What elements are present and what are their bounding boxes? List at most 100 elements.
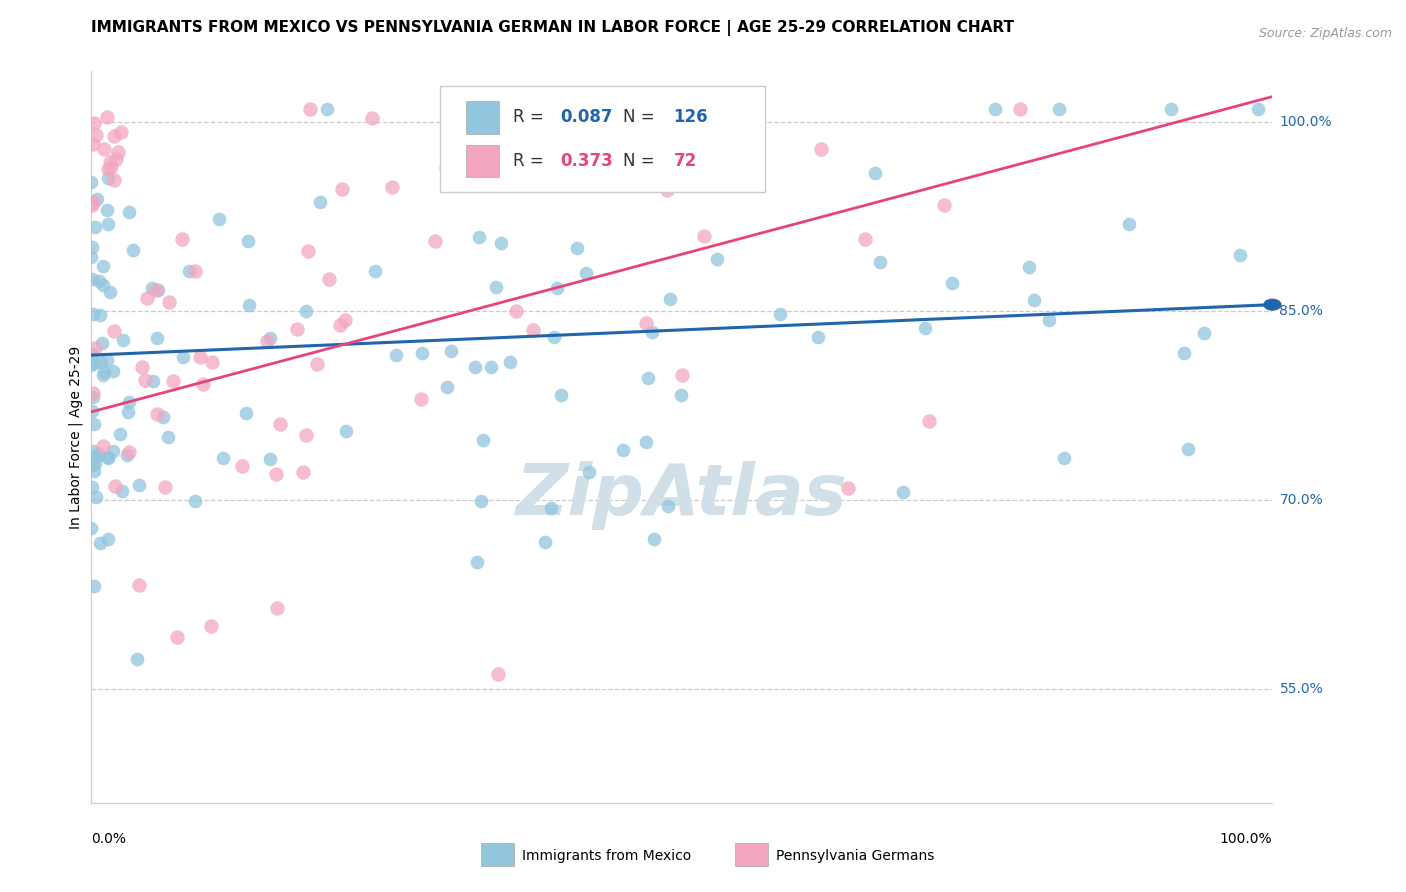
Text: ZipAtlas: ZipAtlas <box>516 461 848 530</box>
Point <box>657 500 679 514</box>
Point <box>941 276 963 290</box>
Point <box>1047 102 1070 116</box>
Point <box>669 388 692 402</box>
Point <box>100 161 122 175</box>
Point <box>529 154 551 169</box>
Point <box>534 535 557 549</box>
Point <box>117 448 139 462</box>
Point <box>440 344 463 359</box>
Point <box>103 443 125 458</box>
Point <box>112 333 135 347</box>
Point <box>468 229 491 244</box>
Point <box>409 392 432 407</box>
Point <box>810 142 832 156</box>
Point <box>100 285 122 299</box>
Point <box>485 280 508 294</box>
Point <box>266 467 288 482</box>
Point <box>634 435 657 450</box>
Point <box>769 307 792 321</box>
Point <box>411 346 433 360</box>
Point <box>479 359 502 374</box>
Text: N =: N = <box>623 152 659 170</box>
Point <box>436 380 458 394</box>
Text: Pennsylvania Germans: Pennsylvania Germans <box>776 849 935 863</box>
Point <box>565 241 588 255</box>
Point <box>83 417 105 431</box>
Y-axis label: In Labor Force | Age 25-29: In Labor Force | Age 25-29 <box>69 345 83 529</box>
Point <box>1229 248 1251 262</box>
Point <box>111 484 134 499</box>
Text: N =: N = <box>623 108 659 126</box>
Text: Source: ZipAtlas.com: Source: ZipAtlas.com <box>1258 27 1392 40</box>
Point <box>434 161 457 175</box>
Point <box>200 619 222 633</box>
Point <box>128 578 150 592</box>
Point <box>208 212 231 227</box>
Point <box>184 493 207 508</box>
Point <box>91 336 114 351</box>
Point <box>693 229 716 244</box>
Text: 55.0%: 55.0% <box>1279 682 1323 697</box>
Point <box>172 232 194 246</box>
Point <box>575 266 598 280</box>
Point <box>80 358 103 372</box>
Point <box>637 370 659 384</box>
Point <box>236 235 259 249</box>
Point <box>93 259 115 273</box>
Point <box>83 464 105 478</box>
Point <box>80 404 103 418</box>
Point <box>146 283 169 297</box>
Point <box>294 304 316 318</box>
Point <box>162 374 184 388</box>
Text: 0.087: 0.087 <box>560 108 613 126</box>
Point <box>853 232 876 246</box>
Point <box>984 102 1007 116</box>
Point <box>91 439 114 453</box>
Point <box>89 309 111 323</box>
Point <box>193 376 215 391</box>
Point <box>97 217 120 231</box>
Point <box>335 424 357 438</box>
Text: Immigrants from Mexico: Immigrants from Mexico <box>523 849 692 863</box>
Point <box>299 102 322 116</box>
Point <box>238 298 260 312</box>
Point <box>80 347 103 361</box>
Point <box>470 494 492 508</box>
Point <box>86 490 108 504</box>
Point <box>863 166 886 180</box>
Point <box>728 102 751 116</box>
Point <box>172 350 194 364</box>
Point <box>96 110 118 124</box>
Point <box>104 479 127 493</box>
Point <box>121 243 143 257</box>
Point <box>97 450 120 465</box>
Point <box>807 330 830 344</box>
Point <box>166 630 188 644</box>
Point <box>361 111 384 125</box>
Point <box>84 450 107 464</box>
Point <box>83 444 105 458</box>
Point <box>837 481 859 495</box>
Point <box>932 198 955 212</box>
Point <box>82 390 104 404</box>
Text: IMMIGRANTS FROM MEXICO VS PENNSYLVANIA GERMAN IN LABOR FORCE | AGE 25-29 CORRELA: IMMIGRANTS FROM MEXICO VS PENNSYLVANIA G… <box>91 20 1014 36</box>
Point <box>256 334 278 348</box>
Point <box>97 170 120 185</box>
Point <box>128 478 150 492</box>
Point <box>1053 451 1076 466</box>
Point <box>87 447 110 461</box>
Point <box>131 360 153 375</box>
Point <box>89 536 111 550</box>
Point <box>651 111 673 125</box>
Text: 100.0%: 100.0% <box>1279 115 1331 128</box>
Point <box>80 271 103 285</box>
Point <box>1008 102 1031 116</box>
Point <box>1160 102 1182 116</box>
Point <box>103 129 125 144</box>
Point <box>91 277 114 292</box>
Point <box>489 235 512 250</box>
Point <box>117 405 139 419</box>
Text: 70.0%: 70.0% <box>1279 493 1323 508</box>
Point <box>117 394 139 409</box>
Point <box>364 263 387 277</box>
